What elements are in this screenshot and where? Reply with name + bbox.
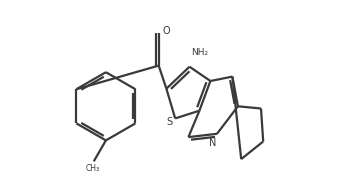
- Text: N: N: [209, 138, 217, 148]
- Text: S: S: [167, 117, 173, 127]
- Text: O: O: [163, 26, 170, 36]
- Text: CH₃: CH₃: [85, 164, 100, 173]
- Text: NH₂: NH₂: [191, 48, 208, 57]
